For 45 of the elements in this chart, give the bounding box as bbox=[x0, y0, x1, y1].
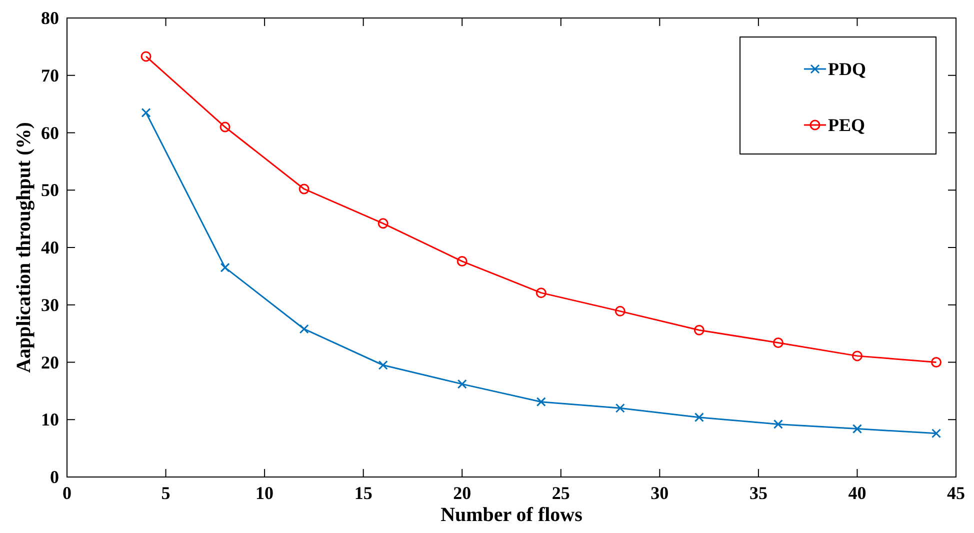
point bbox=[378, 218, 388, 229]
x-tick-label: 40 bbox=[848, 483, 866, 503]
x-tick-label: 10 bbox=[256, 483, 274, 503]
y-tick-label: 50 bbox=[41, 180, 59, 200]
x-tick-label: 30 bbox=[650, 483, 669, 503]
legend-label: PEQ bbox=[828, 115, 866, 135]
x-tick-label: 25 bbox=[552, 483, 570, 503]
x-tick-label: 0 bbox=[62, 483, 72, 503]
y-tick-label: 70 bbox=[41, 65, 59, 86]
point bbox=[299, 324, 309, 334]
point bbox=[615, 403, 625, 413]
point bbox=[220, 122, 230, 132]
y-tick-label: 30 bbox=[41, 294, 59, 315]
y-tick-label: 80 bbox=[41, 8, 59, 28]
point bbox=[298, 184, 310, 194]
x-tick-label: 5 bbox=[161, 483, 170, 503]
legend-label: PDQ bbox=[828, 59, 866, 79]
point bbox=[930, 357, 942, 368]
y-axis-title: Aapplication throughput (%) bbox=[13, 122, 35, 373]
y-tick-label: 60 bbox=[41, 122, 59, 143]
point bbox=[536, 397, 546, 407]
x-tick-label: 35 bbox=[749, 483, 768, 503]
point bbox=[614, 306, 626, 316]
y-tick-label: 20 bbox=[41, 352, 59, 372]
point bbox=[140, 51, 152, 62]
y-tick-label: 10 bbox=[41, 410, 59, 430]
y-tick-label: 40 bbox=[41, 238, 59, 258]
point bbox=[141, 108, 151, 118]
point bbox=[220, 262, 230, 272]
point bbox=[694, 324, 704, 336]
point bbox=[378, 360, 388, 370]
point bbox=[852, 424, 862, 434]
point bbox=[536, 288, 546, 298]
point bbox=[457, 379, 467, 389]
y-tick-label: 0 bbox=[50, 467, 59, 487]
x-tick-label: 45 bbox=[947, 483, 965, 503]
x-axis-title: Number of flows bbox=[440, 504, 583, 526]
point bbox=[852, 350, 862, 362]
point bbox=[772, 337, 784, 348]
point bbox=[456, 256, 468, 267]
x-tick-label: 20 bbox=[453, 483, 472, 503]
point bbox=[931, 428, 941, 438]
point bbox=[694, 412, 704, 422]
point bbox=[773, 419, 783, 429]
x-tick-label: 15 bbox=[354, 483, 372, 503]
